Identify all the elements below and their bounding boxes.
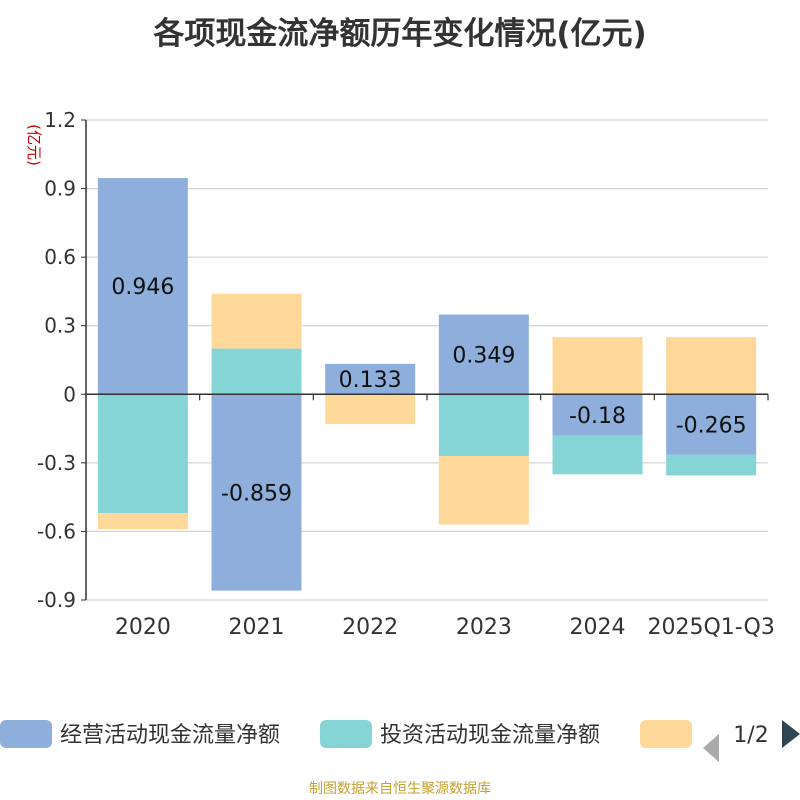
y-tick-label: 0: [63, 382, 76, 406]
legend-swatch-1: [0, 720, 52, 748]
footer-source: 制图数据来自恒生聚源数据库: [309, 781, 491, 797]
legend-next-arrow-icon: [782, 720, 800, 748]
bar-series-3-2021: [211, 293, 302, 349]
y-tick-label: -0.3: [37, 451, 76, 475]
x-tick-label: 2021: [229, 615, 285, 640]
y-tick-labels: 1.2 0.9 0.6 0.3 0 -0.3 -0.6 -0.9: [37, 108, 86, 612]
data-label-2025Q1-Q3: -0.265: [676, 414, 747, 439]
y-axis-unit-label: (亿元): [25, 124, 43, 166]
legend: 经营活动现金流量净额 投资活动现金流量净额 1/2: [0, 720, 800, 762]
x-tick-label: 2023: [456, 615, 512, 640]
bar-series-1-2021: [211, 394, 302, 591]
bar-series-3-2025Q1-Q3: [666, 337, 757, 395]
bars: [97, 178, 757, 591]
data-label-2021: -0.859: [221, 481, 292, 506]
bar-series-2-2021: [211, 348, 302, 395]
bar-series-2-2024: [552, 435, 643, 475]
x-tick-label: 2020: [115, 615, 171, 640]
bar-series-1-2025Q1-Q3: [666, 394, 757, 455]
bar-series-3-2024: [552, 337, 643, 395]
data-label-2024: -0.18: [569, 404, 626, 429]
data-label-2022: 0.133: [339, 368, 402, 393]
legend-page-indicator: 1/2: [733, 723, 768, 748]
legend-prev-arrow-icon: [703, 734, 719, 762]
legend-label-1: 经营活动现金流量净额: [60, 723, 280, 748]
bar-series-2-2025Q1-Q3: [666, 454, 757, 476]
data-label-2020: 0.946: [111, 275, 174, 300]
legend-swatch-3: [640, 720, 692, 748]
y-tick-label: 0.6: [44, 245, 76, 269]
axes: [85, 120, 768, 600]
x-tick-label: 2025Q1-Q3: [647, 615, 774, 640]
x-tick-label: 2024: [570, 615, 626, 640]
y-tick-label: 1.2: [44, 108, 76, 132]
chart-title: 各项现金流净额历年变化情况(亿元): [153, 16, 647, 52]
y-tick-label: -0.9: [37, 588, 76, 612]
bar-series-3-2020: [97, 513, 188, 530]
x-tick-label: 2022: [342, 615, 398, 640]
bar-series-2-2023: [438, 394, 529, 456]
bar-series-1-2020: [97, 178, 188, 395]
y-tick-label: 0.9: [44, 177, 76, 201]
bar-series-3-2022: [325, 394, 416, 424]
y-tick-label: -0.6: [37, 519, 76, 543]
bar-series-1-2022: [325, 363, 416, 395]
bar-series-1-2024: [552, 394, 643, 436]
data-labels: 0.946 -0.859 0.133 0.349 -0.18 -0.265: [111, 275, 746, 506]
bar-series-3-2023: [438, 456, 529, 525]
y-tick-label: 0.3: [44, 314, 76, 338]
bar-series-1-2023: [438, 314, 529, 395]
x-tick-labels: 2020 2021 2022 2023 2024 2025Q1-Q3: [85, 394, 775, 640]
data-label-2023: 0.349: [452, 343, 515, 368]
gridlines: [86, 119, 768, 601]
legend-swatch-2: [320, 720, 372, 748]
legend-label-2: 投资活动现金流量净额: [380, 723, 600, 748]
bar-series-2-2020: [97, 394, 188, 514]
